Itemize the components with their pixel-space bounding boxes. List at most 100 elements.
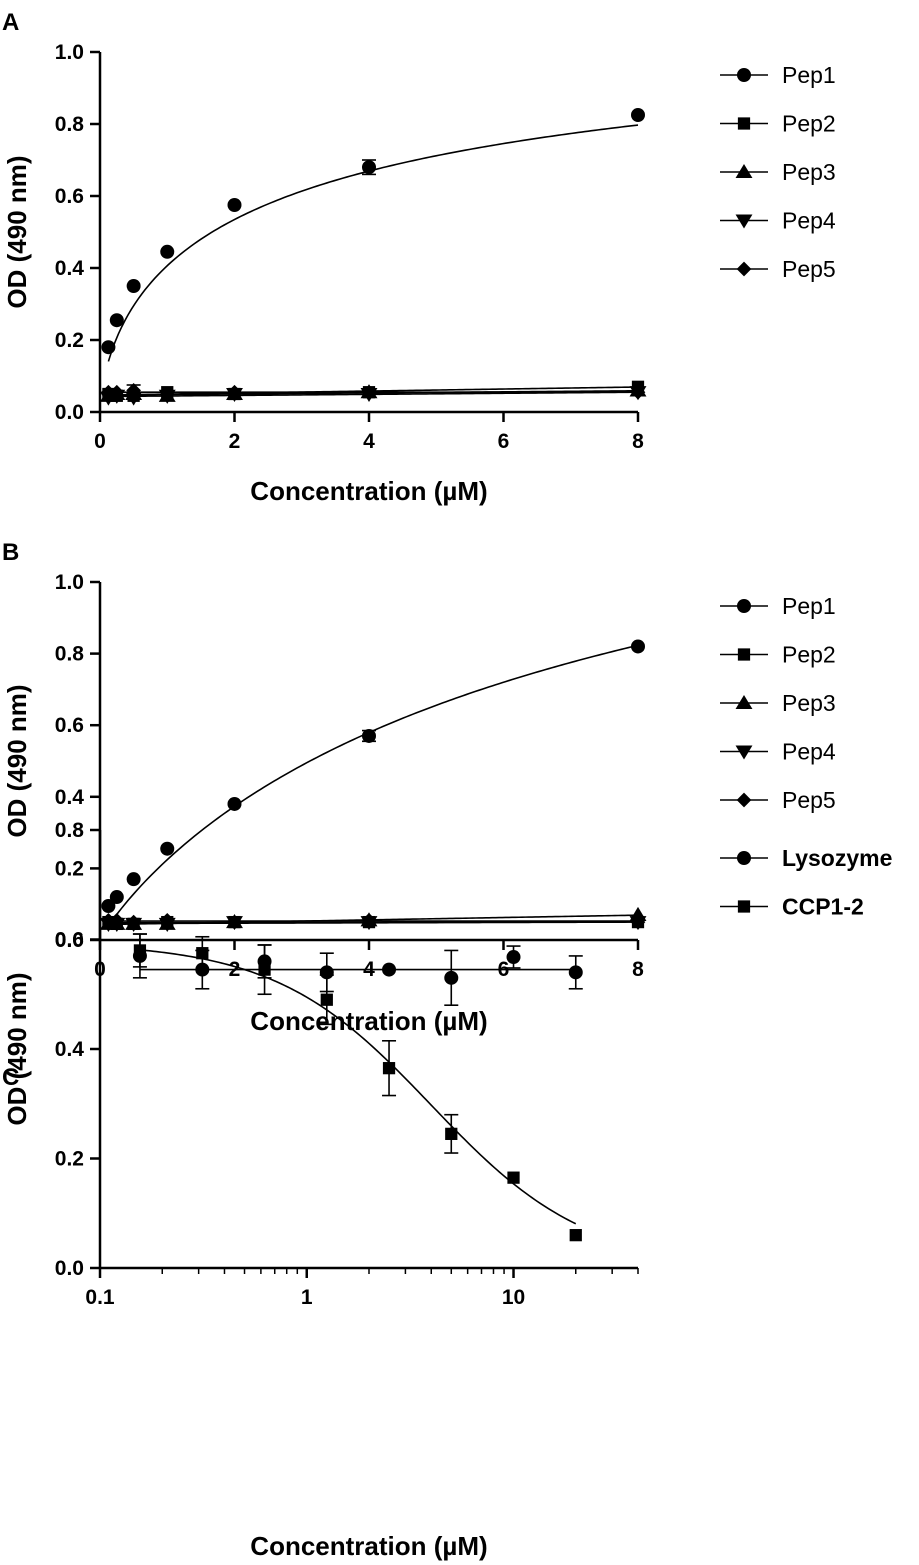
data-point [126,914,141,930]
y-tick-label: 0.6 [55,929,84,952]
data-point [445,1127,458,1140]
series-pep5 [101,912,646,930]
data-point [126,279,141,293]
legend-marker [735,694,753,710]
data-point [382,1062,396,1075]
data-point [109,384,125,400]
legend-label: CCP1-2 [782,894,864,920]
legend-item-pep2: Pep2 [720,111,836,137]
data-point [382,962,397,977]
y-tick-label: 0.8 [55,643,85,666]
data-point [101,912,116,928]
y-tick-label: 1.0 [55,571,84,594]
y-tick-label: 0.4 [55,786,85,809]
data-point [160,244,175,259]
legend-label: Pep1 [782,593,836,619]
data-point [631,639,645,654]
data-point [159,386,175,402]
x-axis-title: Concentration (µM) [250,1006,487,1036]
legend-item-ccp1-2: CCP1-2 [720,894,864,920]
data-point [126,872,141,887]
legend-label: Pep3 [782,690,836,716]
fit-curve [107,644,639,927]
legend-marker [737,648,751,661]
x-tick-label: 8 [632,430,644,453]
data-point [630,914,646,930]
data-point [569,1229,582,1242]
legend-marker [736,261,752,277]
legend-item-pep4: Pep4 [720,208,836,234]
legend-item-pep4: Pep4 [720,739,836,765]
data-point [196,947,209,960]
legend-marker [736,792,752,808]
y-tick-label: 0.6 [55,185,84,208]
data-point [362,160,376,175]
data-point [101,384,116,400]
data-point [320,993,333,1006]
x-tick-label: 6 [498,430,510,453]
legend-label: Pep4 [782,739,836,765]
legend-label: Pep5 [782,256,836,282]
data-point [361,384,377,400]
x-tick-label: 0.1 [85,1286,115,1309]
legend-label: Pep2 [782,642,836,668]
y-axis-title: OD (490 nm) [2,684,32,837]
y-tick-label: 0.6 [55,714,84,737]
y-tick-label: 1.0 [55,41,84,64]
data-point [568,965,583,980]
data-point [362,728,376,743]
legend-item-pep5: Pep5 [720,256,836,282]
data-point [227,198,242,212]
data-point [227,384,242,400]
panel-letter: A [2,9,19,36]
data-point [159,912,175,928]
y-axis-title: OD (490 nm) [2,972,32,1125]
data-point [101,340,116,355]
series-ccp1-2 [132,933,582,1242]
data-point [109,313,124,328]
series-pep5 [101,383,646,402]
data-point [160,841,175,856]
fit-curve [139,949,577,1225]
x-tick-label: 1 [301,1286,313,1309]
legend-marker [737,68,751,82]
data-point [109,890,124,905]
data-point [507,1171,520,1184]
data-point [361,912,377,928]
data-point [109,912,125,928]
data-point [630,384,646,400]
legend-marker [737,599,751,613]
data-point [227,914,242,930]
x-tick-label: 10 [502,1286,525,1309]
legend-marker [737,900,751,913]
x-tick-label: 4 [363,430,375,453]
legend-marker [737,851,751,865]
x-tick-label: 2 [229,430,241,453]
y-tick-label: 0.4 [55,1038,85,1061]
y-tick-label: 0.0 [55,1257,84,1280]
x-axis-title: Concentration (µM) [250,476,487,506]
legend-item-lysozyme: Lysozyme [720,845,892,871]
data-point [444,970,459,985]
legend-item-pep3: Pep3 [720,690,836,716]
legend-item-pep3: Pep3 [720,159,836,185]
legend-label: Lysozyme [782,845,892,871]
legend-label: Pep2 [782,111,836,137]
data-point [631,108,645,122]
legend-item-pep2: Pep2 [720,642,836,668]
legend-label: Pep4 [782,208,836,234]
y-tick-label: 0.4 [55,257,85,280]
series-pep1 [101,639,645,927]
x-tick-label: 0 [94,430,106,453]
series-pep1 [101,108,645,362]
data-point [126,383,141,398]
data-point [133,944,147,957]
legend-item-pep1: Pep1 [720,62,836,88]
y-tick-label: 0.2 [55,1148,84,1171]
legend-marker [735,214,753,229]
legend-label: Pep3 [782,159,836,185]
x-axis-title: Concentration (µM) [250,1531,487,1561]
y-tick-label: 0.2 [55,857,84,880]
